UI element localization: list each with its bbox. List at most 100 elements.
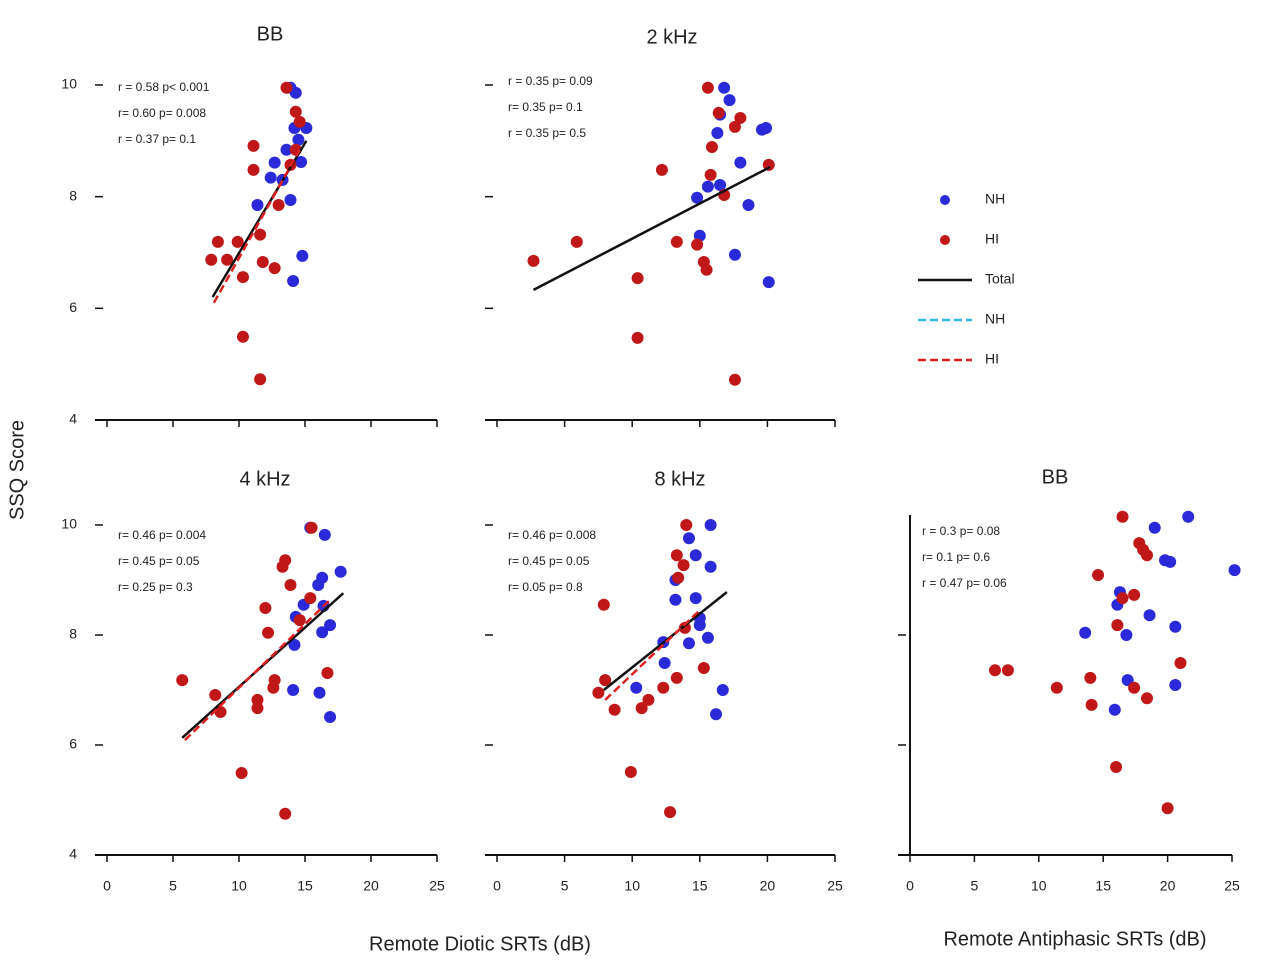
point bbox=[316, 626, 329, 639]
y-tick-label: 10 bbox=[61, 76, 77, 92]
point bbox=[1128, 681, 1141, 694]
point bbox=[670, 549, 683, 562]
point bbox=[762, 158, 775, 171]
point bbox=[211, 235, 224, 248]
point bbox=[1050, 681, 1063, 694]
x-tick-label: 5 bbox=[561, 878, 569, 894]
point bbox=[1085, 698, 1098, 711]
point bbox=[1120, 629, 1133, 641]
point bbox=[214, 706, 227, 718]
point bbox=[664, 806, 677, 819]
annotation: r= 0.25 p= 0.3 bbox=[118, 580, 193, 594]
chart-title: 2 kHz bbox=[646, 26, 697, 48]
point bbox=[292, 133, 305, 146]
fit-line bbox=[212, 149, 301, 304]
point bbox=[624, 765, 637, 778]
legend-label: NH bbox=[985, 311, 1005, 327]
point bbox=[268, 262, 281, 275]
point bbox=[680, 519, 693, 531]
annotation: r = 0.47 p= 0.06 bbox=[922, 576, 1007, 590]
annotation: r= 0.46 p= 0.004 bbox=[118, 528, 206, 542]
point bbox=[1116, 592, 1129, 605]
annotation: r= 0.1 p= 0.6 bbox=[922, 550, 990, 564]
point bbox=[259, 602, 272, 615]
point bbox=[682, 532, 695, 545]
point bbox=[296, 249, 309, 262]
x-tick-label: 15 bbox=[1095, 878, 1111, 894]
point bbox=[268, 156, 281, 169]
x-tick-label: 0 bbox=[493, 878, 501, 894]
point bbox=[236, 271, 249, 284]
point bbox=[1174, 657, 1187, 670]
point bbox=[1110, 761, 1123, 773]
point bbox=[1169, 679, 1182, 692]
point bbox=[1111, 619, 1124, 632]
point bbox=[276, 560, 289, 573]
point bbox=[705, 140, 718, 153]
annotation: r= 0.46 p= 0.008 bbox=[508, 528, 596, 542]
point bbox=[231, 235, 244, 248]
x-tick-label: 20 bbox=[1160, 878, 1176, 894]
point bbox=[677, 559, 690, 572]
x-tick-label: 10 bbox=[231, 878, 247, 894]
point bbox=[205, 253, 218, 266]
point bbox=[1079, 626, 1092, 639]
chart-title: 8 kHz bbox=[654, 468, 705, 490]
point bbox=[254, 228, 267, 241]
point bbox=[293, 115, 306, 128]
point bbox=[304, 592, 317, 605]
point bbox=[251, 693, 264, 706]
y-tick-label: 8 bbox=[69, 187, 77, 203]
x-tick-label: 10 bbox=[624, 878, 640, 894]
point bbox=[264, 171, 277, 184]
point bbox=[235, 767, 248, 780]
point bbox=[592, 686, 605, 699]
x-tick-label: 20 bbox=[363, 878, 379, 894]
point bbox=[1092, 569, 1105, 582]
point bbox=[682, 637, 695, 650]
point bbox=[256, 255, 269, 268]
annotation: r = 0.58 p< 0.001 bbox=[118, 80, 210, 94]
point bbox=[689, 549, 702, 562]
point bbox=[272, 199, 285, 212]
point bbox=[1116, 510, 1129, 523]
x-axis-title: Remote Diotic SRTs (dB) bbox=[369, 933, 591, 955]
point bbox=[700, 263, 713, 276]
x-tick-label: 25 bbox=[827, 878, 843, 894]
point bbox=[287, 684, 300, 696]
point bbox=[287, 274, 300, 287]
point bbox=[251, 199, 264, 212]
point bbox=[305, 521, 318, 534]
point bbox=[701, 81, 714, 94]
y-tick-label: 8 bbox=[69, 626, 77, 642]
point bbox=[176, 674, 189, 687]
y-tick-label: 6 bbox=[69, 736, 77, 752]
fit-line bbox=[181, 592, 345, 739]
fit-line bbox=[604, 609, 701, 701]
x-tick-label: 20 bbox=[760, 878, 776, 894]
point bbox=[1001, 664, 1014, 677]
annotation: r = 0.3 p= 0.08 bbox=[922, 524, 1000, 538]
point bbox=[734, 111, 747, 124]
point bbox=[728, 248, 741, 261]
point bbox=[527, 254, 540, 267]
point bbox=[728, 120, 741, 133]
legend-label: NH bbox=[985, 191, 1005, 207]
point bbox=[1108, 703, 1121, 716]
point bbox=[280, 143, 293, 156]
point bbox=[701, 180, 714, 193]
point bbox=[631, 272, 644, 285]
point bbox=[631, 331, 644, 344]
y-tick-label: 4 bbox=[69, 846, 77, 862]
point bbox=[293, 614, 306, 627]
point bbox=[697, 662, 710, 674]
point bbox=[247, 163, 260, 176]
point bbox=[704, 168, 717, 181]
point bbox=[728, 373, 741, 386]
point bbox=[691, 191, 704, 204]
x-tick-label: 5 bbox=[971, 878, 979, 894]
x-axis-title: Remote Antiphasic SRTs (dB) bbox=[943, 928, 1206, 950]
fit-line bbox=[184, 598, 331, 741]
point bbox=[704, 560, 717, 573]
